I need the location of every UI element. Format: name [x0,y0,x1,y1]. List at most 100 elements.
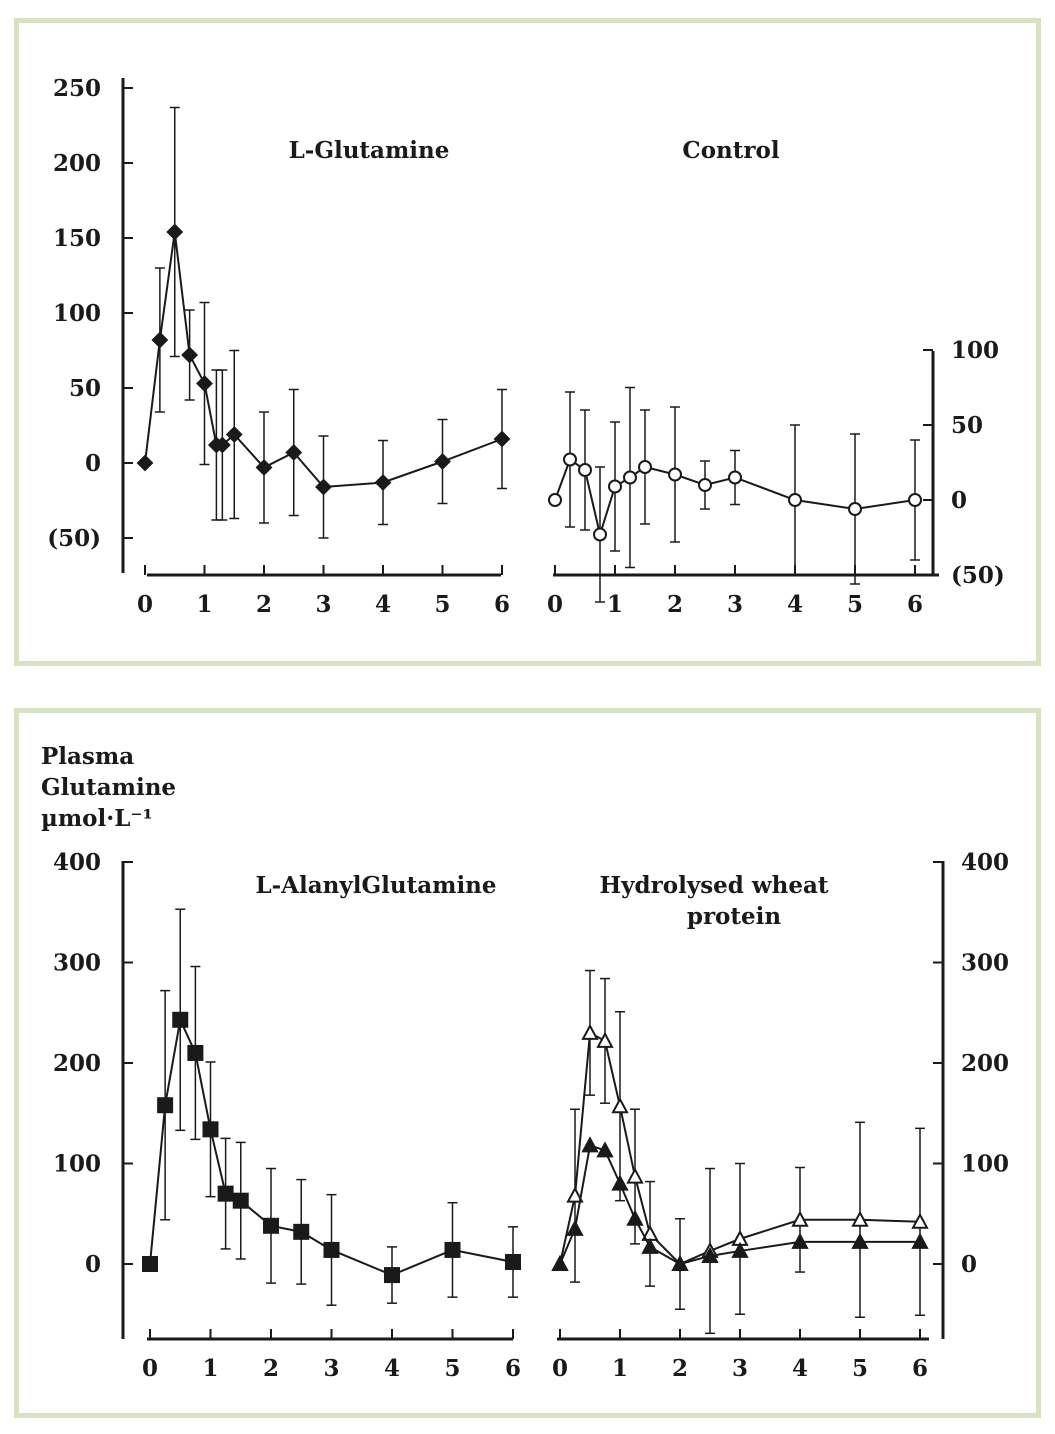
right-y-tick-label: 100 [961,1151,1009,1178]
wheat-protein-filled-point [581,1136,599,1153]
wheat-protein-x-tick-label: 4 [792,1355,808,1382]
right-y-tick-label: 50 [951,412,983,439]
l-glutamine-point [213,436,231,454]
top-chart-svg: 250 200 150 100 50 0 (50) 100 50 0 (50) 0 1 2 3 4 5 6 0 1 2 3… [47,75,1005,618]
left-y-tick-label: 0 [85,450,101,477]
glutamine-x-tick-label: 1 [196,591,212,618]
left-y-tick-label: 50 [69,375,101,402]
control-x-tick-label: 6 [907,591,923,618]
wheat-protein-open-point [911,1212,929,1229]
glutamine-x-tick-label: 2 [256,591,272,618]
wheat-protein-filled-point [851,1232,869,1249]
l-glutamine-point [434,453,451,470]
subplot-title-control: Control [682,137,779,164]
control-point [563,452,577,467]
control-x-tick-label: 2 [667,591,683,618]
l-alanylglutamine-point [157,1097,174,1114]
y-axis-label-line-2: Glutamine [41,774,177,801]
glutamine-x-tick-label: 0 [137,591,153,618]
wheat-protein-x-tick-label: 2 [672,1355,688,1382]
l-glutamine-point [493,430,511,448]
l-alanylglutamine-point [505,1253,521,1270]
l-alanylglutamine-point [384,1267,400,1284]
l-alanylglutamine-point [187,1044,204,1061]
left-y-tick-label: 100 [53,300,101,327]
bottom-chart-svg: 400 300 200 100 0 400 300 200 100 0 0 1 2 3 4 5 6 0 1 2 3 4 5 6… [53,849,1009,1382]
y-axis-label: Plasma Glutamine µmol·L⁻¹ [41,741,176,834]
right-y-tick-label: 0 [961,1251,977,1278]
wheat-protein-filled-point [791,1232,809,1249]
left-y-tick-label: (50) [47,525,101,552]
bottom-chart-panel: 400 300 200 100 0 400 300 200 100 0 0 1 2 3 4 5 6 0 1 2 3 4 5 6… [14,708,1041,1418]
wheat-protein-filled-point [731,1241,749,1258]
wheat-protein-open-point [596,1031,614,1048]
right-y-tick-label: 0 [951,487,967,514]
wheat-protein-filled-point [701,1246,719,1263]
alanylglutamine-x-tick-label: 4 [384,1355,400,1382]
wheat-protein-x-tick-label: 3 [732,1355,748,1382]
control-point [608,479,622,494]
l-glutamine-line [144,231,503,489]
l-glutamine-point [285,444,303,461]
wheat-protein-x-tick-label: 0 [552,1355,568,1382]
left-y-tick-label: 200 [53,150,101,177]
wheat-protein-filled-point [671,1254,689,1271]
control-point [593,527,607,542]
alanylglutamine-x-tick-label: 1 [202,1355,218,1382]
left-y-tick-label: 200 [53,1050,101,1077]
control-x-tick-label: 0 [547,591,563,618]
right-y-tick-label: 200 [961,1050,1009,1077]
l-alanylglutamine-point [142,1256,158,1272]
l-alanylglutamine-point [217,1185,234,1202]
right-y-tick-label: 100 [951,337,999,364]
wheat-protein-x-tick-label: 1 [612,1355,628,1382]
l-glutamine-point [136,454,154,472]
wheat-protein-x-tick-label: 6 [912,1355,928,1382]
y-axis-label-line-3: µmol·L⁻¹ [41,805,153,832]
wheat-protein-open-point [611,1097,629,1114]
wheat-protein-open-point [791,1210,809,1227]
l-alanylglutamine-point [172,1011,189,1028]
l-glutamine-point [255,459,273,476]
l-alanylglutamine-point [202,1121,219,1138]
wheat-protein-x-tick-label: 5 [852,1355,868,1382]
control-point [698,478,712,492]
right-y-tick-label: 400 [961,849,1009,876]
wheat-protein-filled-point [611,1174,629,1191]
control-point [638,460,652,474]
glutamine-x-tick-label: 5 [434,591,450,618]
left-y-tick-label: 100 [53,1151,101,1178]
wheat-protein-filled-point [551,1254,569,1271]
alanylglutamine-x-tick-label: 5 [444,1355,460,1382]
l-alanylglutamine-point [293,1223,310,1240]
control-point [788,493,802,507]
left-y-tick-label: 400 [53,849,101,876]
top-chart-panel: 250 200 150 100 50 0 (50) 100 50 0 (50) 0 1 2 3 4 5 6 0 1 2 3… [14,18,1041,666]
l-alanylglutamine-point [232,1192,249,1209]
alanylglutamine-x-tick-label: 0 [142,1355,158,1382]
l-glutamine-point [315,478,332,496]
control-x-tick-label: 3 [727,591,743,618]
control-point [728,470,742,485]
glutamine-x-tick-label: 4 [375,591,391,618]
l-glutamine-point [166,223,184,241]
glutamine-x-tick-label: 3 [315,591,331,618]
subplot-title-l-glutamine: L-Glutamine [289,137,450,164]
l-alanylglutamine-point [323,1241,340,1258]
right-y-tick-label: (50) [951,562,1005,589]
l-glutamine-point [225,426,243,443]
control-x-tick-label: 4 [787,591,803,618]
wheat-protein-filled-point [566,1219,584,1236]
control-point [623,470,637,485]
control-x-tick-label: 1 [607,591,623,618]
l-alanylglutamine-point [444,1241,461,1258]
left-y-tick-label: 0 [85,1251,101,1278]
control-point [848,502,862,516]
wheat-protein-open-point [581,1023,599,1040]
wheat-protein-open-point [851,1210,869,1227]
control-point [548,493,562,507]
left-y-tick-label: 300 [53,950,101,977]
subplot-title-l-alanylglutamine: L-AlanylGlutamine [255,872,496,899]
glutamine-x-tick-label: 6 [494,591,510,618]
l-glutamine-point [374,474,392,491]
